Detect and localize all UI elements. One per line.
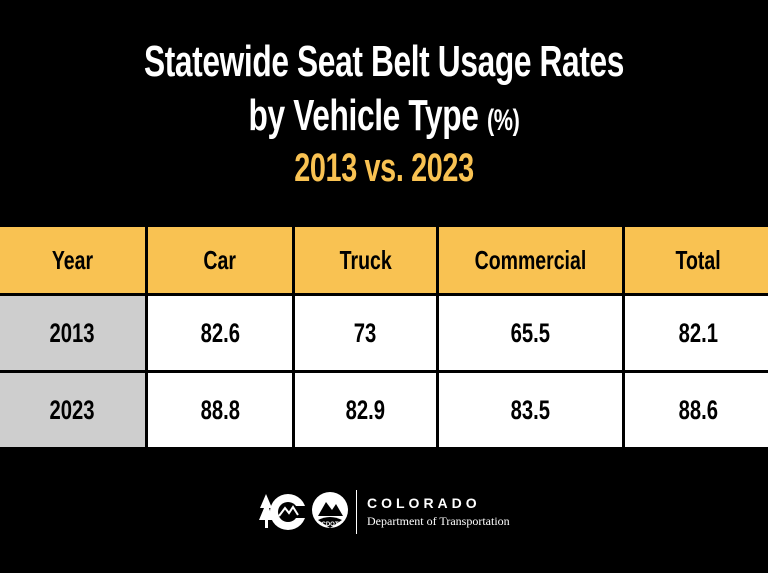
total-value: 88.6	[622, 370, 768, 450]
usage-table: Year Car Truck Commercial Total 2013 82.…	[0, 224, 768, 450]
header-truck: Truck	[292, 224, 439, 296]
title-vehicle-type: by Vehicle Type	[248, 91, 479, 140]
car-value: 82.6	[145, 293, 295, 373]
header-total: Total	[622, 224, 768, 296]
subtitle: 2013 vs. 2023	[294, 146, 474, 190]
truck-value: 82.9	[292, 370, 439, 450]
cdot-logo-lockup: CDOT COLORADO Department of Transportati…	[258, 490, 510, 534]
title-unit: (%)	[486, 104, 520, 137]
table-row: 2023 88.8 82.9 83.5 88.6	[0, 370, 768, 450]
title-line-2: by Vehicle Type (%)	[108, 92, 661, 145]
cdot-text: CDOT	[322, 522, 339, 528]
year-cell: 2013	[0, 293, 148, 373]
table-header-row: Year Car Truck Commercial Total	[0, 224, 768, 296]
commercial-value: 83.5	[436, 370, 625, 450]
department-name: Department of Transportation	[367, 514, 510, 528]
brand-text: COLORADO Department of Transportation	[367, 494, 510, 530]
table-row: 2013 82.6 73 65.5 82.1	[0, 293, 768, 373]
header-commercial: Commercial	[436, 224, 625, 296]
org-name: COLORADO	[367, 495, 481, 511]
total-value: 82.1	[622, 293, 768, 373]
truck-value: 73	[292, 293, 439, 373]
year-cell: 2023	[0, 370, 148, 450]
logo-divider	[356, 490, 357, 534]
commercial-value: 65.5	[436, 293, 625, 373]
header-year: Year	[0, 224, 148, 296]
header-car: Car	[145, 224, 295, 296]
cdot-logo-icon: CDOT	[312, 492, 348, 528]
title-line-1: Statewide Seat Belt Usage Rates	[143, 37, 625, 86]
colorado-c-logo-icon	[259, 494, 310, 530]
car-value: 88.8	[145, 370, 295, 450]
